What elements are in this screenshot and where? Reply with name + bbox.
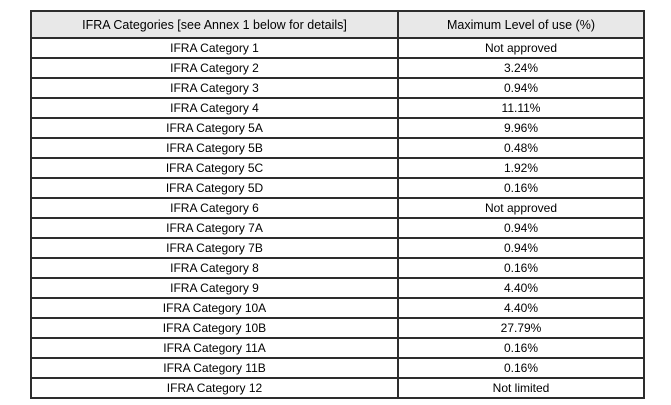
value-cell: 0.48% <box>397 137 645 159</box>
category-cell: IFRA Category 6 <box>30 197 399 219</box>
category-cell: IFRA Category 3 <box>30 77 399 99</box>
table-body: IFRA Category 1 Not approved IFRA Catego… <box>30 37 645 399</box>
value-cell: 1.92% <box>397 157 645 179</box>
value-cell: 4.40% <box>397 277 645 299</box>
table-row: IFRA Category 10B 27.79% <box>30 317 645 339</box>
value-cell: 27.79% <box>397 317 645 339</box>
table-row: IFRA Category 7A 0.94% <box>30 217 645 239</box>
table-row: IFRA Category 11A 0.16% <box>30 337 645 359</box>
category-cell: IFRA Category 1 <box>30 37 399 59</box>
value-cell: 4.40% <box>397 297 645 319</box>
table-row: IFRA Category 6 Not approved <box>30 197 645 219</box>
category-cell: IFRA Category 11B <box>30 357 399 379</box>
category-cell: IFRA Category 12 <box>30 377 399 399</box>
category-cell: IFRA Category 2 <box>30 57 399 79</box>
table-row: IFRA Category 12 Not limited <box>30 377 645 399</box>
table-row: IFRA Category 1 Not approved <box>30 37 645 59</box>
category-cell: IFRA Category 4 <box>30 97 399 119</box>
value-cell: 11.11% <box>397 97 645 119</box>
value-cell: 0.16% <box>397 337 645 359</box>
header-cell-max-level: Maximum Level of use (%) <box>397 10 645 39</box>
value-cell: Not approved <box>397 197 645 219</box>
category-cell: IFRA Category 5B <box>30 137 399 159</box>
value-cell: 0.94% <box>397 217 645 239</box>
value-cell: 9.96% <box>397 117 645 139</box>
category-cell: IFRA Category 5D <box>30 177 399 199</box>
table-row: IFRA Category 5D 0.16% <box>30 177 645 199</box>
value-cell: Not limited <box>397 377 645 399</box>
table-row: IFRA Category 9 4.40% <box>30 277 645 299</box>
category-cell: IFRA Category 10B <box>30 317 399 339</box>
table-row: IFRA Category 3 0.94% <box>30 77 645 99</box>
value-cell: 0.16% <box>397 177 645 199</box>
value-cell: 0.16% <box>397 357 645 379</box>
category-cell: IFRA Category 8 <box>30 257 399 279</box>
category-cell: IFRA Category 7B <box>30 237 399 259</box>
table-row: IFRA Category 10A 4.40% <box>30 297 645 319</box>
table-row: IFRA Category 11B 0.16% <box>30 357 645 379</box>
value-cell: 3.24% <box>397 57 645 79</box>
category-cell: IFRA Category 5C <box>30 157 399 179</box>
category-cell: IFRA Category 10A <box>30 297 399 319</box>
header-cell-categories: IFRA Categories [see Annex 1 below for d… <box>30 10 399 39</box>
value-cell: 0.94% <box>397 77 645 99</box>
ifra-categories-table: IFRA Categories [see Annex 1 below for d… <box>30 10 645 399</box>
category-cell: IFRA Category 5A <box>30 117 399 139</box>
table-row: IFRA Category 7B 0.94% <box>30 237 645 259</box>
category-cell: IFRA Category 11A <box>30 337 399 359</box>
table-row: IFRA Category 8 0.16% <box>30 257 645 279</box>
value-cell: 0.16% <box>397 257 645 279</box>
table-row: IFRA Category 4 11.11% <box>30 97 645 119</box>
value-cell: 0.94% <box>397 237 645 259</box>
table-row: IFRA Category 5C 1.92% <box>30 157 645 179</box>
header-row: IFRA Categories [see Annex 1 below for d… <box>30 10 645 39</box>
value-cell: Not approved <box>397 37 645 59</box>
table-row: IFRA Category 5B 0.48% <box>30 137 645 159</box>
category-cell: IFRA Category 7A <box>30 217 399 239</box>
table-row: IFRA Category 5A 9.96% <box>30 117 645 139</box>
category-cell: IFRA Category 9 <box>30 277 399 299</box>
table-row: IFRA Category 2 3.24% <box>30 57 645 79</box>
